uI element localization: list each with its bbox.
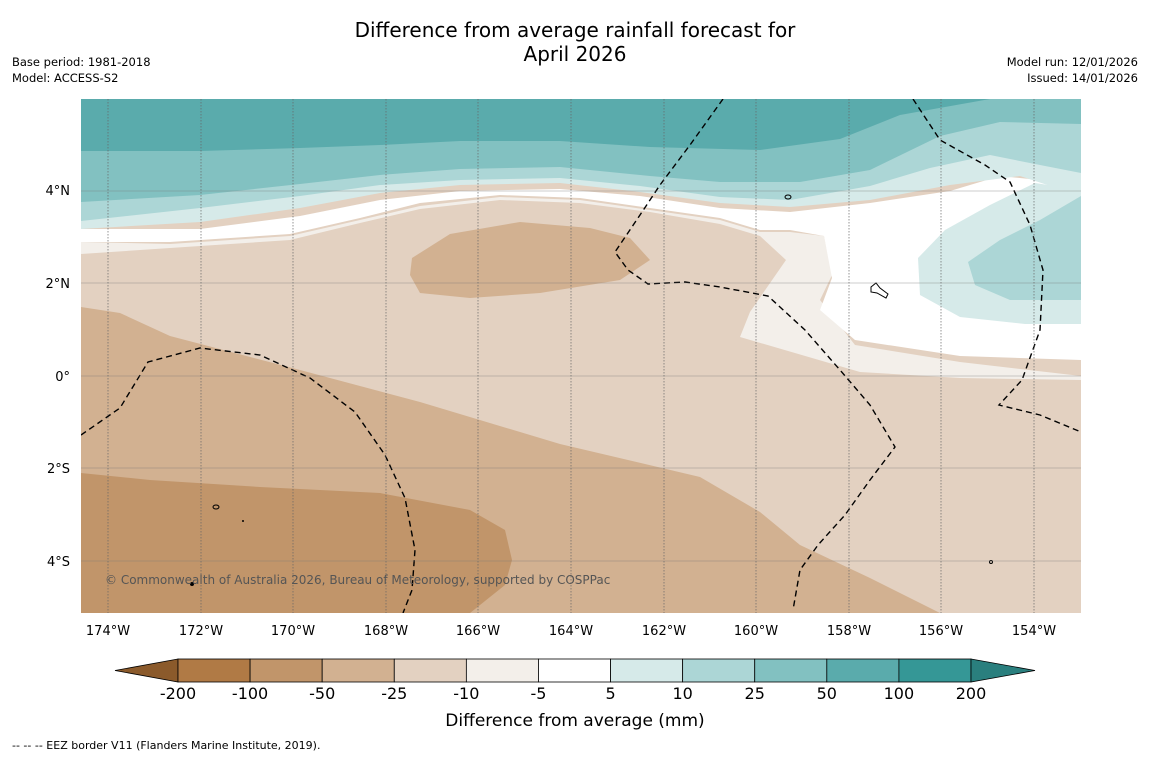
title-line-2: April 2026 bbox=[523, 42, 627, 66]
lon-label: 154°W bbox=[1012, 624, 1056, 639]
colorbar-extension-low bbox=[114, 658, 179, 683]
colorbar-tick-label: 200 bbox=[956, 684, 987, 703]
colorbar-tick-label: 10 bbox=[672, 684, 692, 703]
colorbar-tick-label: -25 bbox=[381, 684, 407, 703]
lat-label: 2°S bbox=[47, 462, 70, 477]
colorbar-tick-label: 100 bbox=[884, 684, 915, 703]
region-wet-verystrong-north bbox=[81, 99, 1081, 151]
colorbar-tick-label: 50 bbox=[817, 684, 837, 703]
colorbar-extension-high bbox=[970, 658, 1036, 683]
model-text: Model: ACCESS-S2 bbox=[12, 71, 119, 85]
island bbox=[784, 194, 792, 200]
lon-label: 168°W bbox=[364, 624, 408, 639]
island bbox=[989, 560, 993, 564]
colorbar-segment bbox=[898, 658, 972, 683]
region-dry-strong bbox=[81, 473, 512, 613]
colorbar-tick-label: 5 bbox=[605, 684, 615, 703]
right-metadata: Model run: 12/01/2026 Issued: 14/01/2026 bbox=[1007, 54, 1138, 86]
colorbar-segment bbox=[538, 658, 611, 683]
island bbox=[242, 520, 244, 522]
colorbar bbox=[114, 658, 1036, 683]
lon-label: 164°W bbox=[549, 624, 593, 639]
base-period-text: Base period: 1981-2018 bbox=[12, 55, 151, 69]
lon-label: 162°W bbox=[642, 624, 686, 639]
lat-label: 4°S bbox=[47, 555, 70, 570]
lon-label: 170°W bbox=[271, 624, 315, 639]
colorbar-segment bbox=[610, 658, 684, 683]
colorbar-tick-label: -5 bbox=[530, 684, 546, 703]
copyright-text: © Commonwealth of Australia 2026, Bureau… bbox=[105, 573, 610, 587]
issued-text: Issued: 14/01/2026 bbox=[1027, 71, 1138, 85]
colorbar-segment bbox=[393, 658, 467, 683]
colorbar-tick-label: -10 bbox=[453, 684, 479, 703]
map-fill-layer bbox=[81, 99, 1081, 613]
lat-label: 2°N bbox=[46, 277, 71, 292]
left-metadata: Base period: 1981-2018 Model: ACCESS-S2 bbox=[12, 54, 151, 86]
colorbar-segment bbox=[321, 658, 395, 683]
lon-label: 166°W bbox=[456, 624, 500, 639]
eez-footnote: -- -- -- EEZ border V11 (Flanders Marine… bbox=[12, 739, 321, 752]
colorbar-tick-label: 25 bbox=[745, 684, 765, 703]
title-line-1: Difference from average rainfall forecas… bbox=[354, 18, 796, 42]
lat-label: 4°N bbox=[46, 184, 71, 199]
chart-title: Difference from average rainfall forecas… bbox=[0, 18, 1150, 66]
colorbar-segment bbox=[249, 658, 323, 683]
lat-label: 0° bbox=[55, 370, 70, 385]
longitude-labels: 174°W 172°W 170°W 168°W 166°W 164°W 162°… bbox=[86, 624, 1056, 639]
lon-label: 158°W bbox=[827, 624, 871, 639]
colorbar-tick-label: -200 bbox=[160, 684, 196, 703]
colorbar-segment bbox=[826, 658, 900, 683]
model-run-text: Model run: 12/01/2026 bbox=[1006, 55, 1138, 69]
eez-borders bbox=[81, 99, 1081, 613]
colorbar-segment bbox=[465, 658, 539, 683]
region-neutral-strip bbox=[81, 197, 1081, 380]
island bbox=[212, 504, 220, 510]
region-dry-central-patch bbox=[410, 222, 650, 298]
lon-label: 156°W bbox=[919, 624, 963, 639]
colorbar-segment bbox=[682, 658, 756, 683]
colorbar-segment bbox=[754, 658, 828, 683]
region-wet-moderate-east bbox=[968, 196, 1081, 300]
island bbox=[190, 582, 194, 586]
colorbar-segment bbox=[177, 658, 251, 683]
lon-label: 172°W bbox=[179, 624, 223, 639]
colorbar-tick-label: -50 bbox=[309, 684, 335, 703]
graticule-parallels bbox=[81, 190, 1081, 562]
colorbar-label: Difference from average (mm) bbox=[445, 711, 704, 731]
island bbox=[870, 282, 889, 299]
colorbar-tick-labels: -200 -100 -50 -25 -10 -5 5 10 25 50 100 200 bbox=[160, 684, 986, 703]
lon-label: 174°W bbox=[86, 624, 130, 639]
latitude-labels: 4°N 2°N 0° 2°S 4°S bbox=[46, 184, 71, 570]
colorbar-tick-label: -100 bbox=[232, 684, 268, 703]
lon-label: 160°W bbox=[734, 624, 778, 639]
region-near-normal bbox=[81, 176, 1081, 360]
